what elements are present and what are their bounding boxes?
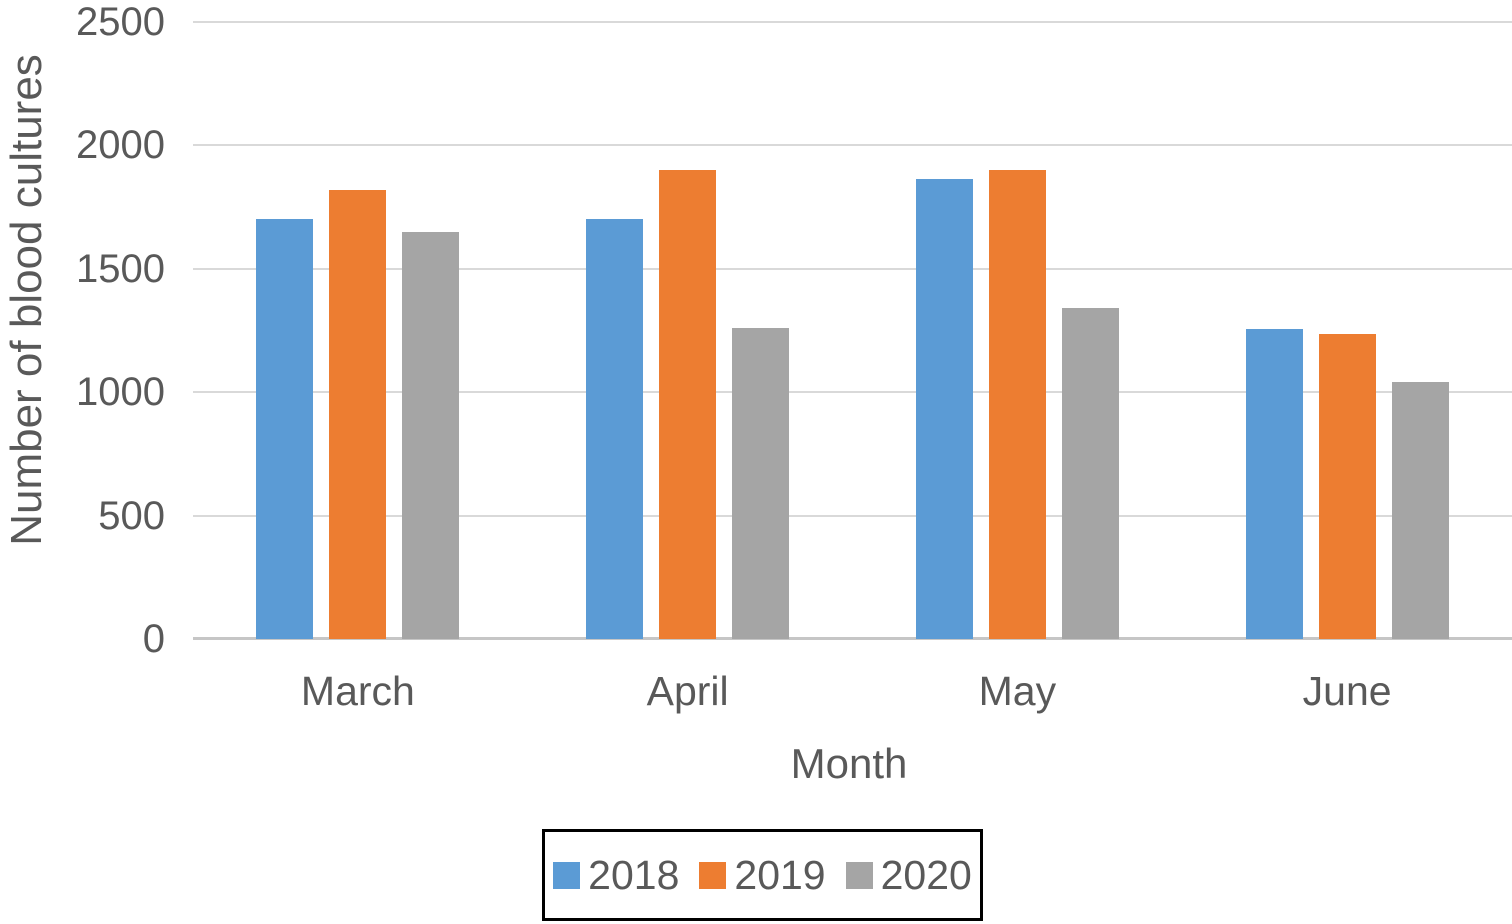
bar-2018-april [586,219,644,639]
y-tick-label-2000: 2000 [76,123,165,168]
bar-2020-march [402,231,460,639]
bar-2020-may [1061,308,1119,639]
bar-2018-may [915,178,973,639]
y-tick-label-500: 500 [98,493,165,538]
legend-label-2019: 2019 [734,851,826,898]
bar-2019-march [329,189,387,639]
legend-item-2018: 2018 [553,852,679,899]
x-label-may: May [978,668,1057,714]
legend-swatch-2020 [845,861,873,889]
x-label-march: March [300,668,415,714]
legend-item-2020: 2020 [845,851,972,899]
bar-2019-april [659,170,717,639]
legend-item-2019: 2019 [699,851,826,899]
x-axis-title: Month [790,740,908,787]
x-label-april: April [646,668,729,714]
gridline-1000 [193,391,1512,394]
legend-label-2018: 2018 [588,851,680,898]
y-tick-label-0: 0 [142,617,165,661]
y-tick-label-1000: 1000 [76,370,165,415]
bar-2020-june [1391,382,1449,639]
x-label-june: June [1302,668,1392,714]
bar-2019-may [988,170,1046,639]
gridline-2000 [193,144,1512,147]
legend: 2018 2019 2020 [542,829,983,921]
gridline-1500 [193,267,1512,270]
y-tick-label-1500: 1500 [76,246,165,291]
bar-2019-june [1318,334,1376,639]
bar-2018-march [256,219,314,639]
bar-2018-june [1245,329,1303,639]
x-axis-line [193,637,1512,640]
legend-swatch-2019 [699,861,727,889]
gridline-500 [193,514,1512,517]
gridline-2500 [193,21,1512,23]
plot-area [193,21,1512,640]
legend-label-2020: 2020 [880,851,972,898]
legend-swatch-2018 [553,861,581,889]
bar-2020-april [732,328,790,639]
y-tick-label-2500: 2500 [76,0,165,44]
